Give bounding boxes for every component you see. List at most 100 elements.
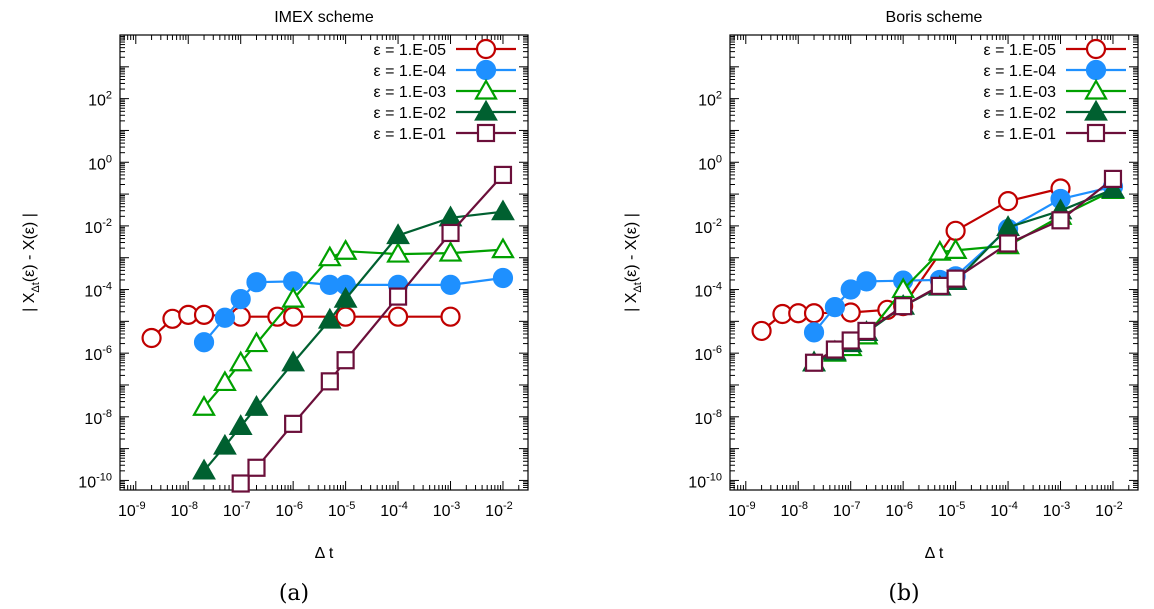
series-line — [239, 174, 504, 485]
data-point — [283, 306, 304, 327]
x-tick-label: 10-5 — [938, 500, 966, 520]
y-axis-label-sub: Δt — [30, 282, 42, 292]
data-point — [825, 340, 845, 359]
series-layer — [751, 169, 1125, 372]
data-point — [1103, 169, 1123, 188]
data-point — [1101, 177, 1125, 199]
legend-marker — [1086, 123, 1106, 143]
data-point — [387, 306, 409, 327]
y-tick-label: 10-6 — [84, 344, 112, 364]
x-tick-label: 10-5 — [328, 500, 356, 520]
y-tick-label: 102 — [88, 90, 112, 110]
data-point — [244, 394, 269, 416]
legend-entry: ε = 1.E-04 — [373, 59, 516, 81]
x-tick-label: 10-7 — [223, 500, 251, 520]
series-line — [203, 210, 504, 472]
legend-label: ε = 1.E-03 — [373, 84, 446, 101]
data-point — [141, 327, 162, 349]
data-point — [335, 306, 356, 327]
legend-entry: ε = 1.E-04 — [983, 59, 1126, 81]
legend-entry: ε = 1.E-05 — [373, 38, 516, 60]
x-tick-label: 10-2 — [1095, 500, 1123, 520]
data-point — [824, 297, 846, 318]
data-point — [946, 269, 965, 288]
y-tick-label: 10-6 — [694, 344, 722, 364]
legend-marker — [1084, 78, 1108, 100]
data-point — [281, 286, 306, 308]
x-axis-label: Δ t — [925, 545, 944, 562]
data-point — [386, 223, 410, 245]
data-point — [440, 306, 461, 327]
series-3 — [192, 237, 515, 416]
data-point — [231, 474, 250, 493]
data-point — [317, 307, 342, 329]
y-tick-label: 100 — [698, 153, 722, 173]
data-point — [320, 372, 339, 391]
legend-label: ε = 1.E-04 — [373, 63, 446, 80]
data-point — [927, 239, 952, 261]
series-2 — [193, 267, 514, 353]
data-point — [998, 234, 1018, 253]
data-point — [214, 307, 236, 328]
legend-entry: ε = 1.E-05 — [983, 38, 1126, 60]
chart-title: Boris scheme — [886, 9, 983, 26]
legend-marker — [474, 78, 498, 100]
data-point — [213, 433, 237, 455]
y-axis-label-main: | X — [21, 292, 38, 312]
x-tick-label: 10-4 — [990, 500, 1018, 520]
data-point — [193, 304, 215, 325]
data-point — [228, 350, 253, 372]
data-point — [492, 267, 514, 289]
data-point — [247, 458, 266, 477]
y-tick-label: 10-4 — [84, 281, 112, 301]
legend-entry: ε = 1.E-01 — [983, 123, 1126, 143]
legend-label: ε = 1.E-05 — [983, 42, 1056, 59]
data-point — [857, 321, 876, 341]
chart-panel-imex: IMEX scheme 10-9 10-8 10-7 10-6 10-5 10-4 10-3… — [21, 9, 529, 606]
data-point — [386, 241, 410, 263]
data-point — [284, 414, 303, 433]
x-tick-label: 10-6 — [885, 500, 913, 520]
legend-label: ε = 1.E-02 — [983, 105, 1056, 122]
series-line — [813, 185, 1114, 334]
data-point — [281, 350, 306, 372]
legend-entry: ε = 1.E-02 — [373, 99, 516, 122]
data-point — [440, 274, 461, 295]
legend-entry: ε = 1.E-03 — [373, 78, 516, 101]
data-point — [441, 223, 460, 243]
legend-marker — [475, 38, 497, 60]
x-tick-label: 10-2 — [485, 500, 513, 520]
data-point — [930, 276, 949, 296]
y-axis-label: | XΔt(ε) - X(ε) | — [623, 213, 644, 312]
data-point — [244, 331, 269, 353]
x-axis-label: Δ t — [315, 545, 334, 562]
y-tick-label: 100 — [88, 153, 112, 173]
data-point — [336, 351, 355, 370]
legend-entry: ε = 1.E-03 — [983, 78, 1126, 101]
data-point — [894, 297, 913, 316]
series-line — [203, 276, 504, 344]
y-tick-label: 10-8 — [694, 408, 722, 428]
legend-marker — [475, 59, 497, 81]
axis-ticks: 10-9 10-8 10-7 10-6 10-5 10-4 10-3 10-2 10-10 10-… — [78, 34, 529, 520]
y-axis-label-sub: Δt — [632, 282, 644, 292]
data-point — [804, 353, 824, 372]
chart-panel-boris: Boris scheme 10-9 10-8 10-7 10-6 10-5 10-4 10-… — [623, 9, 1139, 606]
data-point — [193, 332, 215, 353]
y-tick-label: 10-8 — [84, 408, 112, 428]
x-tick-label: 10-9 — [118, 500, 146, 520]
data-point — [438, 240, 463, 262]
legend: ε = 1.E-05 ε = 1.E-04 ε = 1.E-03 ε = 1.E-02… — [373, 38, 516, 143]
data-point — [997, 191, 1019, 212]
legend-label: ε = 1.E-02 — [373, 105, 446, 122]
y-axis-label: | XΔt(ε) - X(ε) | — [21, 213, 42, 312]
data-point — [192, 394, 216, 416]
data-point — [943, 238, 968, 259]
x-tick-label: 10-3 — [433, 500, 461, 520]
y-axis-label-main: | X — [623, 292, 640, 312]
y-tick-label: 10-10 — [78, 471, 112, 491]
data-point — [803, 322, 825, 343]
data-point — [228, 414, 253, 435]
x-tick-label: 10-7 — [833, 500, 861, 520]
x-tick-label: 10-6 — [275, 500, 303, 520]
